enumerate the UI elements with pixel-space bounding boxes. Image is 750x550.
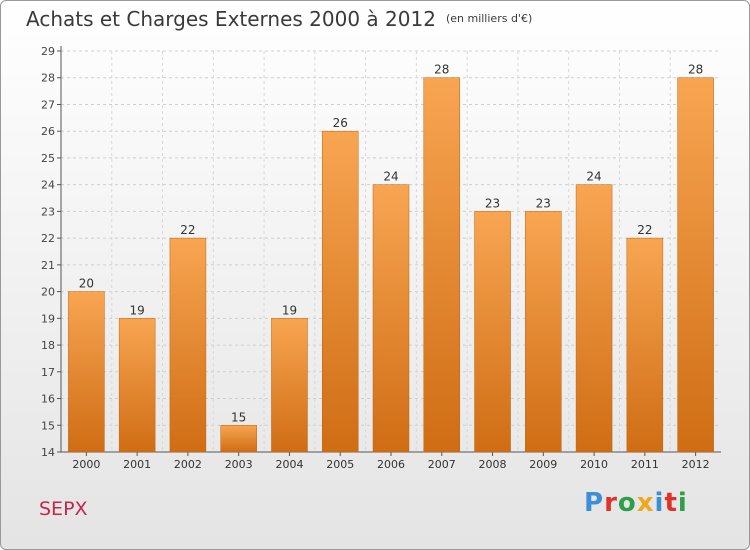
value-label-2003: 15 [231,410,246,424]
x-tick-label-2002: 2002 [174,458,202,471]
x-tick-label-2004: 2004 [275,458,303,471]
y-tick-label: 17 [41,366,55,379]
logo-letter: P [584,488,605,518]
y-tick-label: 28 [41,72,55,85]
bar-2008 [474,211,511,453]
bars [68,77,714,453]
y-tick-label: 21 [41,259,55,272]
chart-title: Achats et Charges Externes 2000 à 2012 (e… [26,7,532,31]
logo-letter: t [664,488,678,518]
bar-2001 [118,318,156,453]
x-tick-label-2007: 2007 [428,458,456,471]
logo-letter: i [654,488,665,518]
bar-2011 [626,237,664,453]
value-label-2007: 28 [434,63,449,77]
x-tick-label-2012: 2012 [682,458,710,471]
y-tick-label: 23 [41,205,55,218]
y-tick-label: 24 [41,179,55,192]
bar-2004 [271,318,308,453]
value-label-2006: 24 [383,170,398,184]
value-label-2004: 19 [282,303,297,317]
bar-2009 [525,211,562,453]
bar-2000 [68,291,105,453]
y-tick-label: 22 [41,232,55,245]
y-tick-label: 14 [41,446,55,459]
y-tick-label: 16 [41,393,55,406]
y-tick-label: 26 [41,125,55,138]
x-tick-label-2008: 2008 [479,458,507,471]
bar-2003 [220,425,257,453]
x-tick-label-2005: 2005 [326,458,354,471]
labels: 14 15 16 17 18 19 20 21 22 23 24 25 26 27 28 29 20 2000 19… [41,45,710,471]
value-label-2008: 23 [485,196,500,210]
x-tick-label-2010: 2010 [580,458,608,471]
logo-letter: o [617,488,637,518]
bar-2002 [169,237,207,453]
value-label-2000: 20 [79,277,94,291]
logo-letter: x [636,488,655,518]
x-tick-label-2011: 2011 [631,458,659,471]
x-tick-label-2006: 2006 [377,458,405,471]
value-label-2005: 26 [333,116,348,130]
proxiti-logo: Proxiti [584,488,688,518]
x-tick-label-2001: 2001 [123,458,151,471]
value-label-2009: 23 [536,196,551,210]
value-label-2011: 22 [637,223,652,237]
x-tick-label-2003: 2003 [225,458,253,471]
y-tick-label: 29 [41,45,55,58]
value-label-2010: 24 [586,170,601,184]
x-tick-label-2009: 2009 [529,458,557,471]
y-tick-label: 27 [41,98,55,111]
y-tick-label: 18 [41,339,55,352]
y-tick-label: 25 [41,152,55,165]
x-tick-label-2000: 2000 [72,458,100,471]
y-tick-label: 19 [41,312,55,325]
logo-letter: r [604,488,618,518]
y-tick-label: 15 [41,419,55,432]
place-name: SEPX [39,498,88,520]
y-tick-label: 20 [41,286,55,299]
value-label-2012: 28 [688,63,703,77]
value-label-2001: 19 [130,303,145,317]
bar-2005 [321,130,359,453]
chart-title-text: Achats et Charges Externes 2000 à 2012 [26,7,436,31]
chart-unit: (en milliers d'€) [445,12,533,25]
bar-2010 [575,184,613,453]
bar-2007 [423,77,461,453]
value-label-2002: 22 [180,223,195,237]
bar-2006 [372,184,410,453]
logo-letter: i [677,488,688,518]
bar-2012 [677,77,714,453]
